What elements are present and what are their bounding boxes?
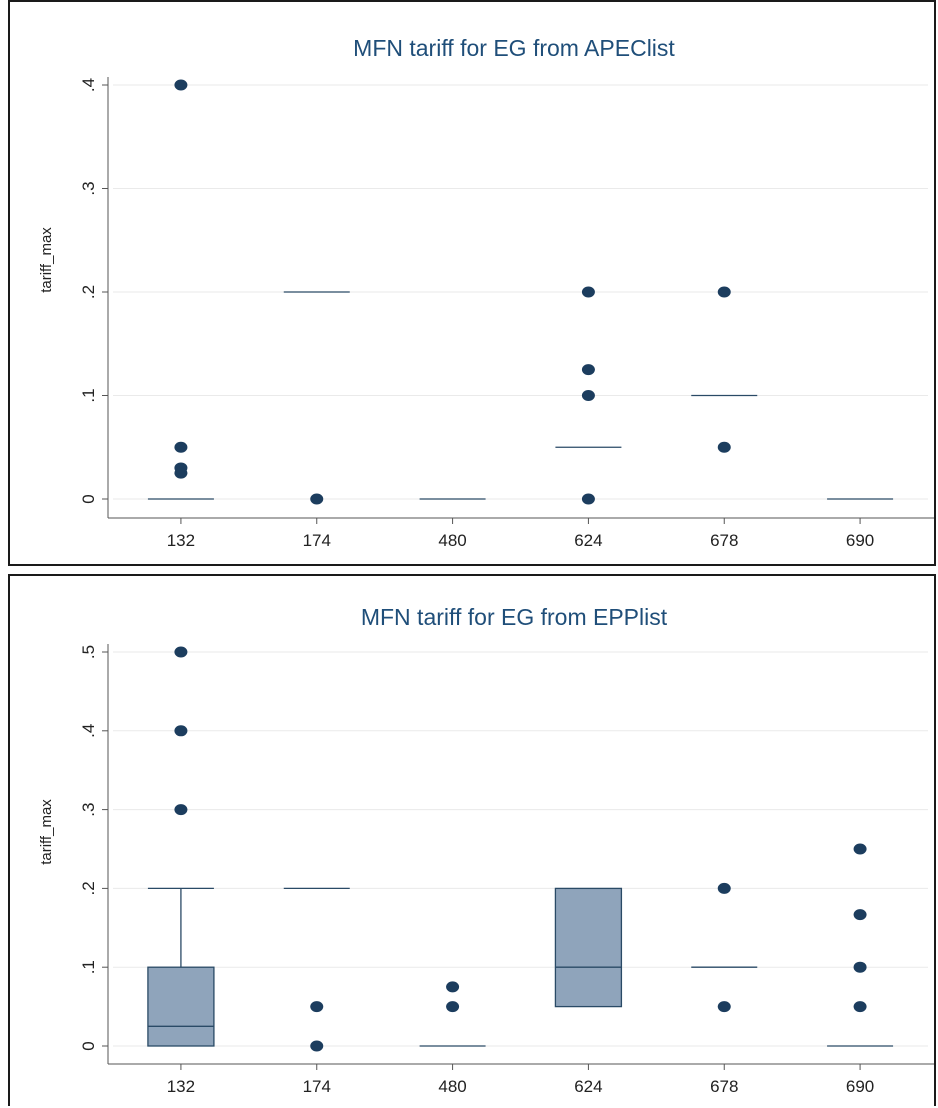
apec-boxplot: MFN tariff for EG from APEClist tariff_m… [38,35,934,550]
x-tick-label: 678 [710,1077,738,1096]
outlier-point [174,79,188,91]
outlier-point [174,646,188,658]
outlier-point [174,804,188,816]
outlier-point [853,1001,867,1013]
y-axis-label: tariff_max [38,227,55,293]
outlier-point [853,843,867,855]
outlier-point [717,441,731,453]
outlier-point [174,441,188,453]
outlier-point [717,1001,731,1013]
y-tick-label: 0 [79,1041,98,1050]
x-tick-label: 624 [574,1077,602,1096]
outlier-point [853,961,867,973]
y-tick-label: .3 [79,803,98,817]
outlier-point [581,286,595,298]
outlier-point [174,467,188,479]
x-tick-label: 132 [167,1077,195,1096]
outlier-point [310,1001,324,1013]
outlier-point [581,493,595,505]
y-tick-label: 0 [79,494,98,503]
outlier-point [446,981,460,993]
outlier-point [446,1001,460,1013]
y-tick-label: .2 [79,881,98,895]
outlier-point [581,364,595,376]
outlier-point [853,909,867,921]
y-tick-label: .2 [79,285,98,299]
chart-panel-epp: MFN tariff for EG from EPPlist tariff_ma… [8,574,936,1106]
x-tick-label: 690 [846,1077,874,1096]
outlier-point [581,390,595,401]
outlier-point [174,725,188,737]
x-tick-label: 624 [574,531,602,550]
x-tick-label: 480 [438,531,466,550]
chart-title: MFN tariff for EG from EPPlist [361,604,668,630]
y-tick-label: .1 [79,388,98,402]
x-tick-label: 132 [167,531,195,550]
y-axis-label: tariff_max [38,799,55,865]
y-tick-label: .1 [79,960,98,974]
outlier-point [717,882,731,894]
outlier-point [310,493,324,505]
chart-title: MFN tariff for EG from APEClist [353,35,675,61]
x-tick-label: 678 [710,531,738,550]
y-tick-label: .4 [79,724,98,738]
x-tick-label: 174 [303,1077,331,1096]
outlier-point [310,1040,324,1052]
y-tick-label: .3 [79,181,98,195]
x-tick-label: 480 [438,1077,466,1096]
y-tick-label: .4 [79,78,98,92]
x-tick-label: 690 [846,531,874,550]
box [554,887,623,1008]
outlier-point [717,286,731,298]
box [147,966,215,1047]
x-tick-label: 174 [303,531,331,550]
y-tick-label: .5 [79,645,98,659]
chart-panel-apec: MFN tariff for EG from APEClist tariff_m… [8,0,936,566]
epp-boxplot: MFN tariff for EG from EPPlist tariff_ma… [38,604,934,1096]
